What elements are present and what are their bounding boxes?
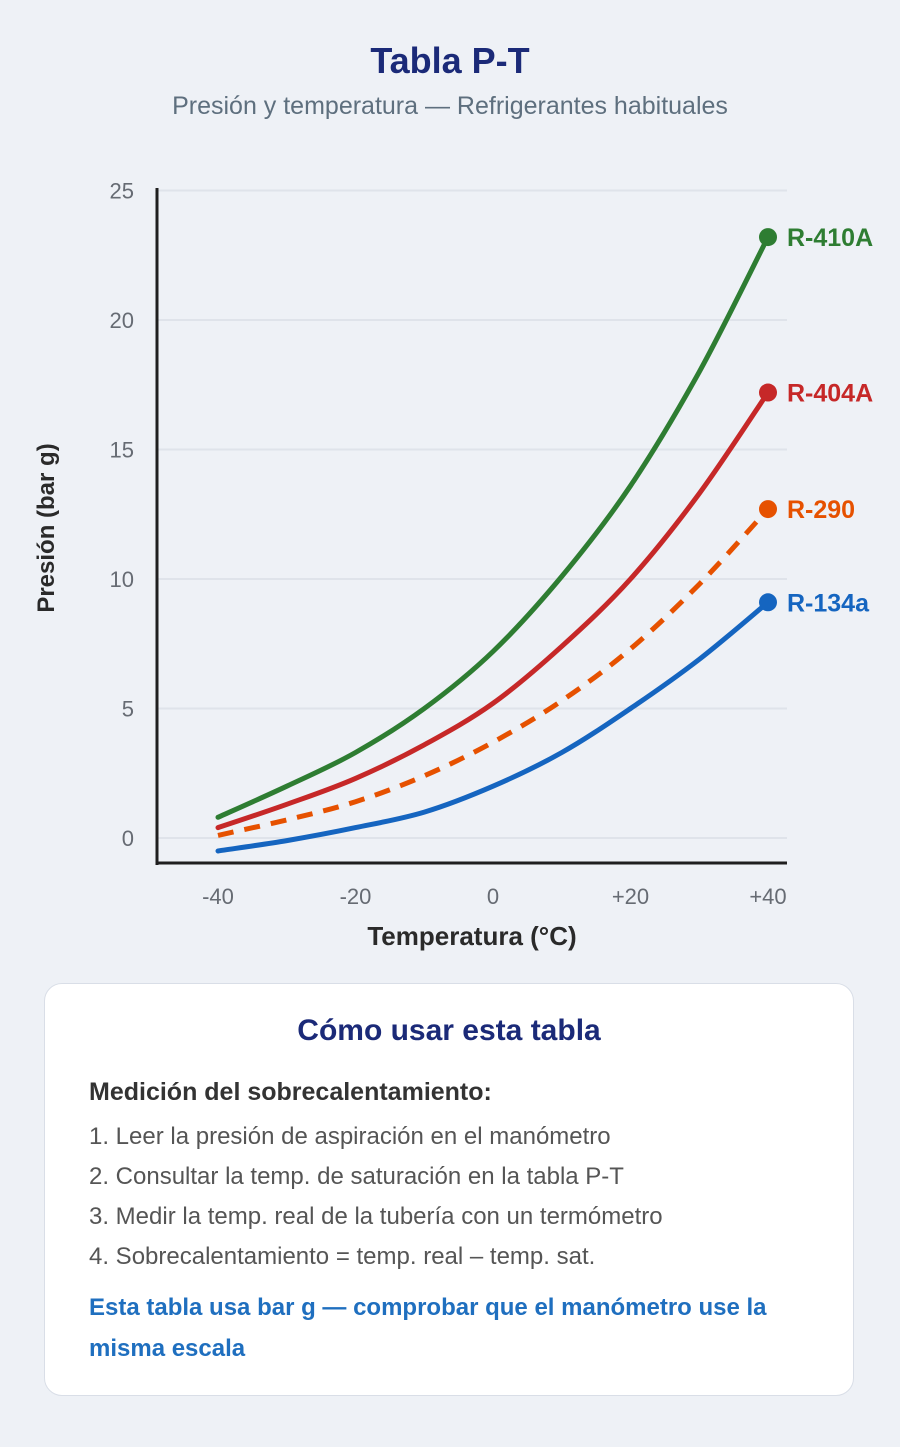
series-endpoint-r-290 <box>759 500 777 519</box>
y-tick-label: 20 <box>110 308 134 333</box>
x-tick-label: 0 <box>487 884 499 909</box>
y-tick-label: 10 <box>110 567 134 592</box>
pt-chart: 0 5 10 15 20 25 -40 -20 0 +20 +40 Temperatura (°C) P… <box>33 179 873 952</box>
x-axis-title: Temperatura (°C) <box>367 921 576 951</box>
page-title: Tabla P-T <box>370 40 530 81</box>
step-item: 2. Consultar la temp. de saturación en l… <box>89 1163 624 1190</box>
scale-note: Esta tabla usa bar g — comprobar que el … <box>89 1294 767 1362</box>
steps-list: 1. Leer la presión de aspiración en el m… <box>89 1121 663 1281</box>
series-line-r-410a <box>215 234 771 820</box>
y-axis-title: Presión (bar g) <box>33 443 60 612</box>
y-tick-label: 15 <box>110 438 134 463</box>
usage-card: Cómo usar esta tabla Medición del sobrec… <box>44 983 854 1396</box>
series-label-r-410a: R-410A <box>787 224 873 252</box>
x-tick-label: +20 <box>612 884 649 909</box>
series-line-r-404a <box>215 390 771 831</box>
series-endpoint-r-404a <box>759 383 777 402</box>
step-item: 4. Sobrecalentamiento = temp. real – tem… <box>89 1243 596 1270</box>
series-line-r-290 <box>217 507 770 838</box>
y-tick-label: 5 <box>122 697 134 722</box>
x-tick-label: -20 <box>340 884 372 909</box>
series-endpoint-r-134a <box>759 593 777 612</box>
page-subtitle: Presión y temperatura — Refrigerantes ha… <box>172 92 728 120</box>
step-item: 3. Medir la temp. real de la tubería con… <box>89 1203 663 1230</box>
series-endpoint-r-410a <box>759 228 777 247</box>
series-label-r-290: R-290 <box>787 496 855 524</box>
series-label-r-134a: R-134a <box>787 589 870 617</box>
x-tick-label: +40 <box>749 884 786 909</box>
series-label-r-404a: R-404A <box>787 380 873 408</box>
series-line-r-134a <box>215 599 771 854</box>
y-tick-label: 0 <box>122 826 134 851</box>
superheat-heading: Medición del sobrecalentamiento: <box>89 1078 492 1106</box>
step-item: 1. Leer la presión de aspiración en el m… <box>89 1123 611 1150</box>
usage-card-title: Cómo usar esta tabla <box>297 1014 601 1047</box>
y-tick-label: 25 <box>110 179 134 204</box>
x-tick-label: -40 <box>202 884 234 909</box>
